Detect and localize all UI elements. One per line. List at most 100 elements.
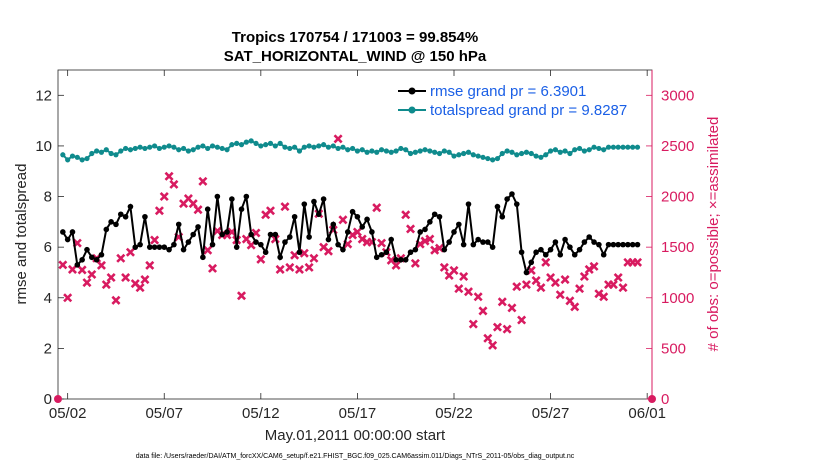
obs-assimilated-point	[430, 245, 440, 255]
obs-assimilated-point	[338, 215, 348, 225]
totalspread-point	[137, 144, 143, 150]
rmse-point	[600, 251, 607, 258]
obs-assimilated-point	[352, 227, 362, 237]
obs-assimilated-point	[101, 280, 111, 290]
totalspread-point	[301, 144, 307, 150]
totalspread-point	[306, 143, 312, 149]
totalspread-point	[171, 144, 177, 150]
rmse-point	[142, 213, 148, 220]
totalspread-point	[383, 148, 389, 154]
rmse-point	[258, 241, 264, 248]
rmse-point	[180, 246, 187, 253]
obs-assimilated-point	[372, 203, 382, 213]
obs-assimilated-point	[555, 290, 565, 300]
rmse-point	[460, 241, 467, 248]
rmse-point	[538, 246, 544, 253]
obs-assimilated-point	[164, 171, 174, 181]
x-tick-label: 05/02	[49, 405, 87, 422]
rmse-point	[412, 246, 419, 253]
totalspread-point	[219, 145, 225, 152]
x-tick-label: 05/27	[532, 405, 570, 422]
rmse-point	[436, 213, 443, 220]
rmse-point	[330, 221, 337, 228]
obs-assimilated-point	[145, 260, 155, 270]
obs-assimilated-point	[507, 303, 517, 313]
rmse-point	[542, 251, 549, 258]
totalspread-point	[465, 149, 472, 155]
totalspread-point	[427, 148, 433, 154]
totalspread-point	[485, 155, 491, 162]
rmse-point	[513, 201, 520, 207]
obs-assimilated-point	[575, 284, 585, 294]
totalspread-point	[79, 157, 85, 163]
rmse-point	[132, 244, 139, 250]
rmse-point	[596, 241, 602, 248]
totalspread-point	[151, 143, 158, 149]
rmse-point	[267, 231, 274, 238]
totalspread-point	[277, 140, 283, 146]
totalspread-point	[292, 144, 298, 150]
rmse-point	[427, 219, 433, 225]
obs-assimilated-point	[203, 245, 213, 255]
totalspread-point	[543, 152, 549, 158]
rmse-point	[552, 239, 559, 245]
x-axis-label: May.01,2011 00:00:00 start	[265, 427, 446, 444]
obs-assimilated-point	[454, 284, 464, 294]
rmse-point	[571, 251, 578, 258]
totalspread-point	[253, 140, 259, 146]
y-tick-label: 0	[44, 391, 52, 408]
rmse-point	[195, 224, 201, 230]
totalspread-point	[345, 147, 351, 153]
rmse-point	[494, 203, 501, 210]
rmse-point	[528, 259, 535, 266]
rmse-point	[557, 251, 564, 258]
totalspread-point	[369, 148, 375, 154]
rmse-point	[248, 231, 254, 238]
rmse-point	[98, 251, 105, 258]
totalspread-point	[572, 147, 578, 153]
rmse-point	[320, 196, 327, 202]
obs-assimilated-point	[492, 322, 502, 332]
obs-possible-point-left	[54, 395, 62, 403]
obs-assimilated-point	[63, 293, 73, 303]
obs-assimilated-point	[121, 273, 131, 283]
rmse-point	[229, 196, 235, 202]
obs-assimilated-point	[478, 306, 488, 316]
totalspread-point	[325, 144, 332, 150]
rmse-point	[634, 241, 641, 248]
data-file-footer: data file: /Users/raeder/DAI/ATM_forcXX/…	[136, 453, 575, 460]
totalspread-point	[596, 145, 602, 152]
obs-assimilated-point	[517, 315, 527, 325]
obs-assimilated-point	[208, 263, 218, 273]
totalspread-point	[374, 149, 380, 155]
totalspread-point	[586, 147, 592, 153]
rmse-point	[103, 226, 110, 233]
obs-assimilated-point	[468, 319, 478, 329]
rmse-point	[151, 244, 158, 250]
rmse-point	[431, 211, 438, 218]
totalspread-point	[364, 149, 370, 155]
totalspread-point	[258, 143, 264, 149]
totalspread-point	[209, 143, 216, 149]
y-right-tick-label: 1500	[661, 239, 694, 256]
totalspread-point	[234, 140, 240, 146]
totalspread-point	[321, 142, 327, 148]
rmse-point	[441, 246, 448, 253]
obs-assimilated-point	[579, 271, 589, 282]
x-axis-ticks: 05/02 05/07 05/12 05/17 05/22 05/27 06/01	[49, 70, 666, 422]
rmse-point	[311, 198, 317, 205]
rmse-point	[373, 254, 380, 261]
rmse-point	[422, 226, 428, 233]
obs-assimilated-point	[560, 275, 570, 285]
totalspread-point	[528, 150, 534, 157]
rmse-point	[610, 241, 617, 248]
obs-assimilated-point	[294, 264, 304, 274]
y-tick-label: 8	[44, 189, 52, 206]
rmse-point	[64, 236, 71, 243]
rmse-point	[562, 236, 568, 243]
totalspread-point	[354, 148, 361, 154]
rmse-point	[214, 193, 221, 200]
totalspread-point	[461, 150, 467, 157]
rmse-point	[171, 241, 177, 248]
totalspread-point	[557, 149, 563, 155]
